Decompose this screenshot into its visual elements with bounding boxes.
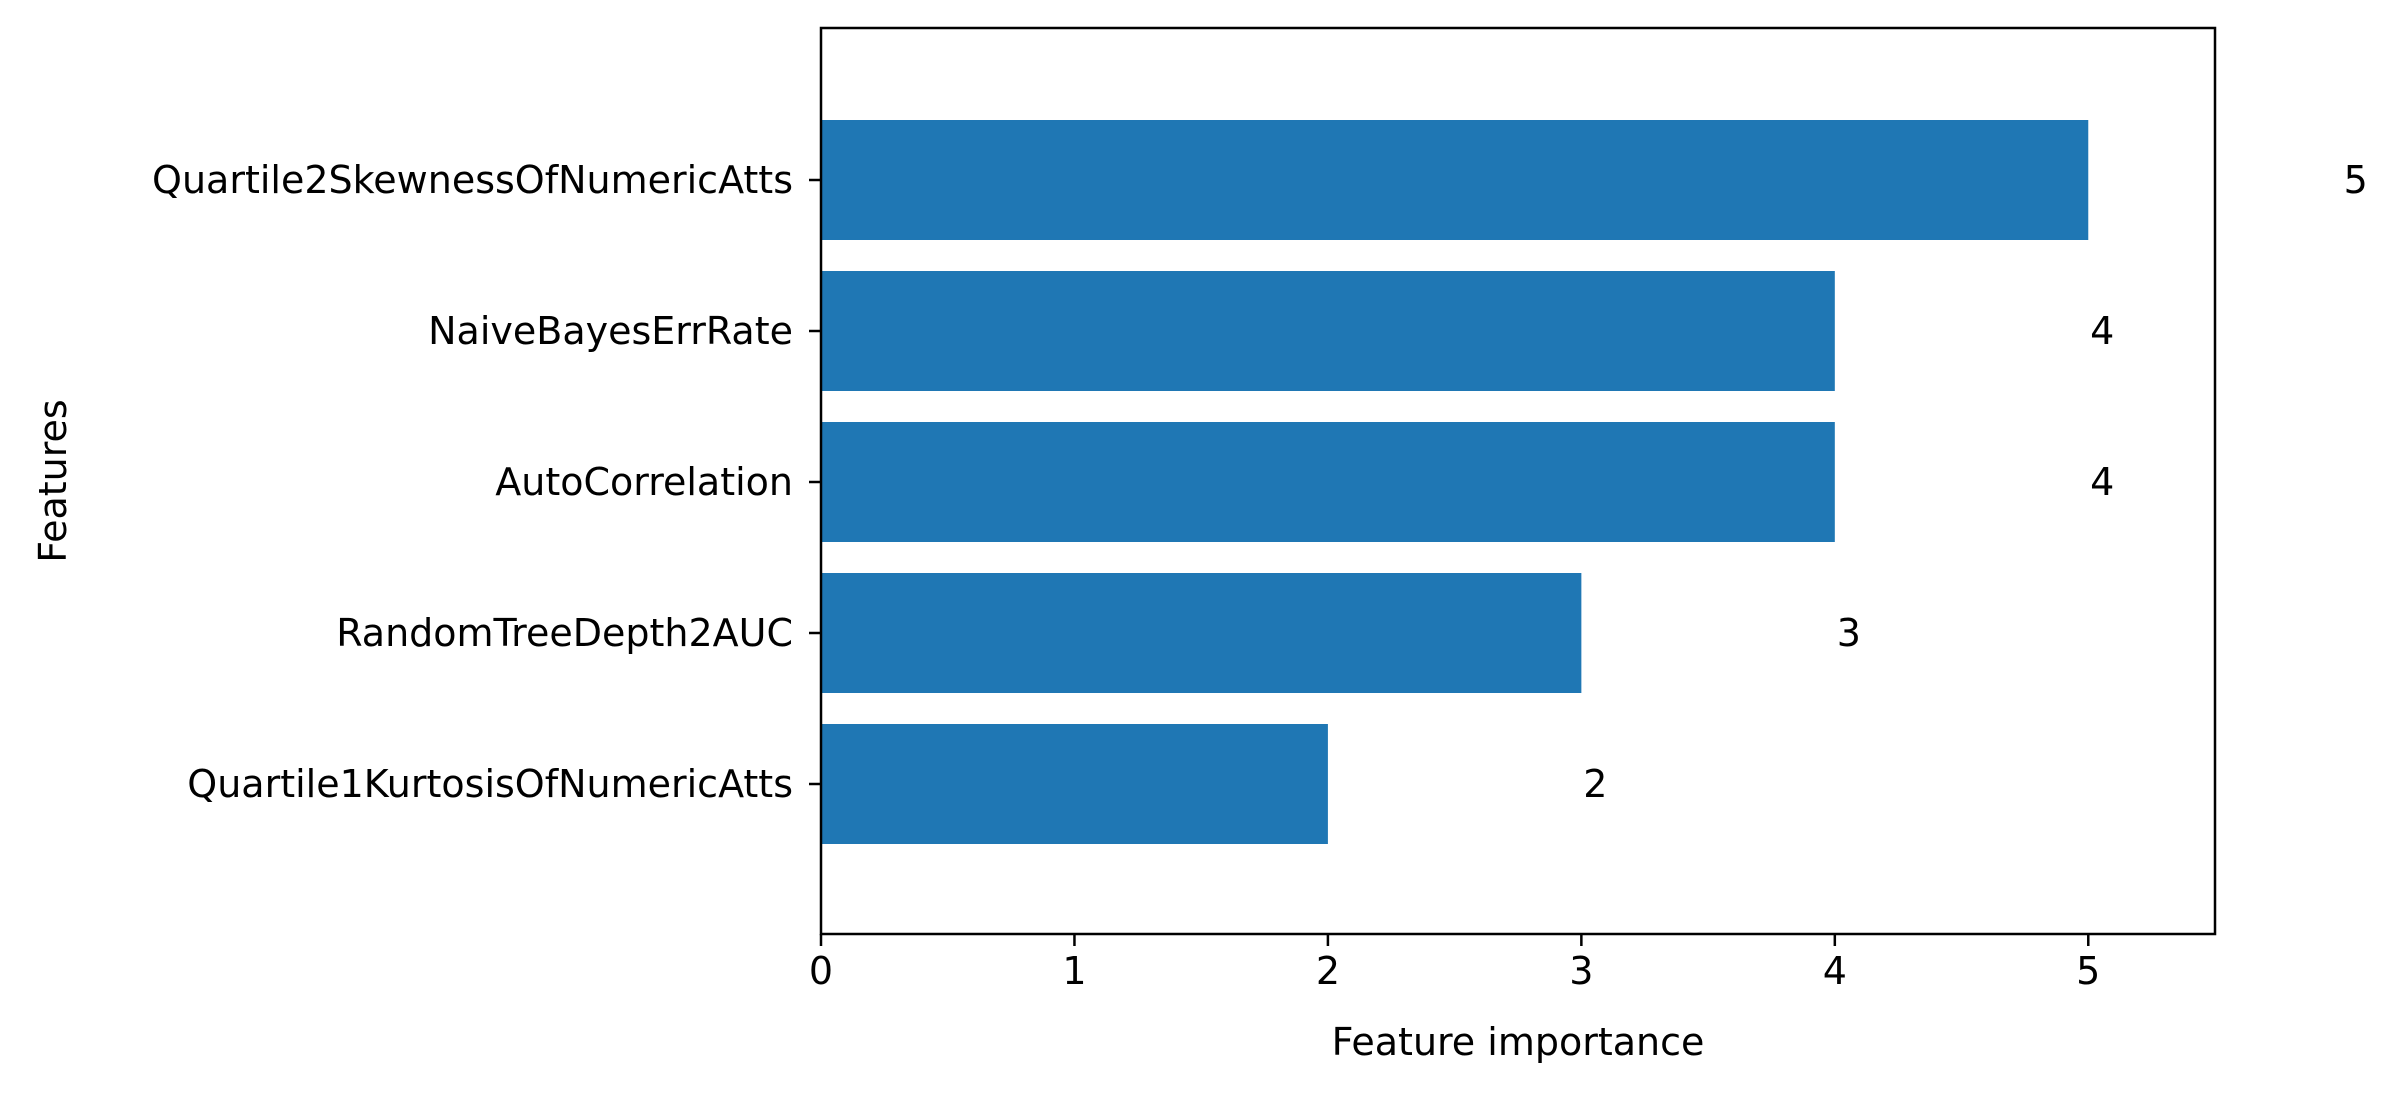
x-tick-label: 2 xyxy=(1316,949,1340,993)
data-label: 5 xyxy=(2344,158,2368,202)
bar xyxy=(821,724,1328,844)
data-label: 2 xyxy=(1583,762,1607,806)
bars-layer xyxy=(821,120,2089,844)
x-tick-label: 0 xyxy=(809,949,833,993)
y-axis-title: Features xyxy=(31,399,75,562)
x-tick-label: 5 xyxy=(2076,949,2100,993)
bar xyxy=(821,422,1835,542)
y-tick-label: NaiveBayesErrRate xyxy=(428,309,793,353)
data-labels: 5 4 4 3 2 xyxy=(1583,158,2368,806)
y-tick-label: Quartile2SkewnessOfNumericAtts xyxy=(152,158,793,202)
y-axis: Quartile2SkewnessOfNumericAtts NaiveBayes… xyxy=(152,158,821,806)
bar xyxy=(821,573,1582,693)
data-label: 4 xyxy=(2090,460,2114,504)
x-tick-label: 3 xyxy=(1569,949,1593,993)
x-axis-title: Feature importance xyxy=(1332,1020,1705,1064)
data-label: 3 xyxy=(1837,611,1861,655)
data-label: 4 xyxy=(2090,309,2114,353)
y-tick-label: AutoCorrelation xyxy=(495,460,793,504)
bar xyxy=(821,271,1835,391)
y-tick-label: Quartile1KurtosisOfNumericAtts xyxy=(187,762,793,806)
x-axis: 0 1 2 3 4 5 xyxy=(809,934,2100,993)
bar xyxy=(821,120,2089,240)
x-tick-label: 1 xyxy=(1062,949,1086,993)
x-tick-label: 4 xyxy=(1823,949,1847,993)
y-tick-label: RandomTreeDepth2AUC xyxy=(336,611,793,655)
